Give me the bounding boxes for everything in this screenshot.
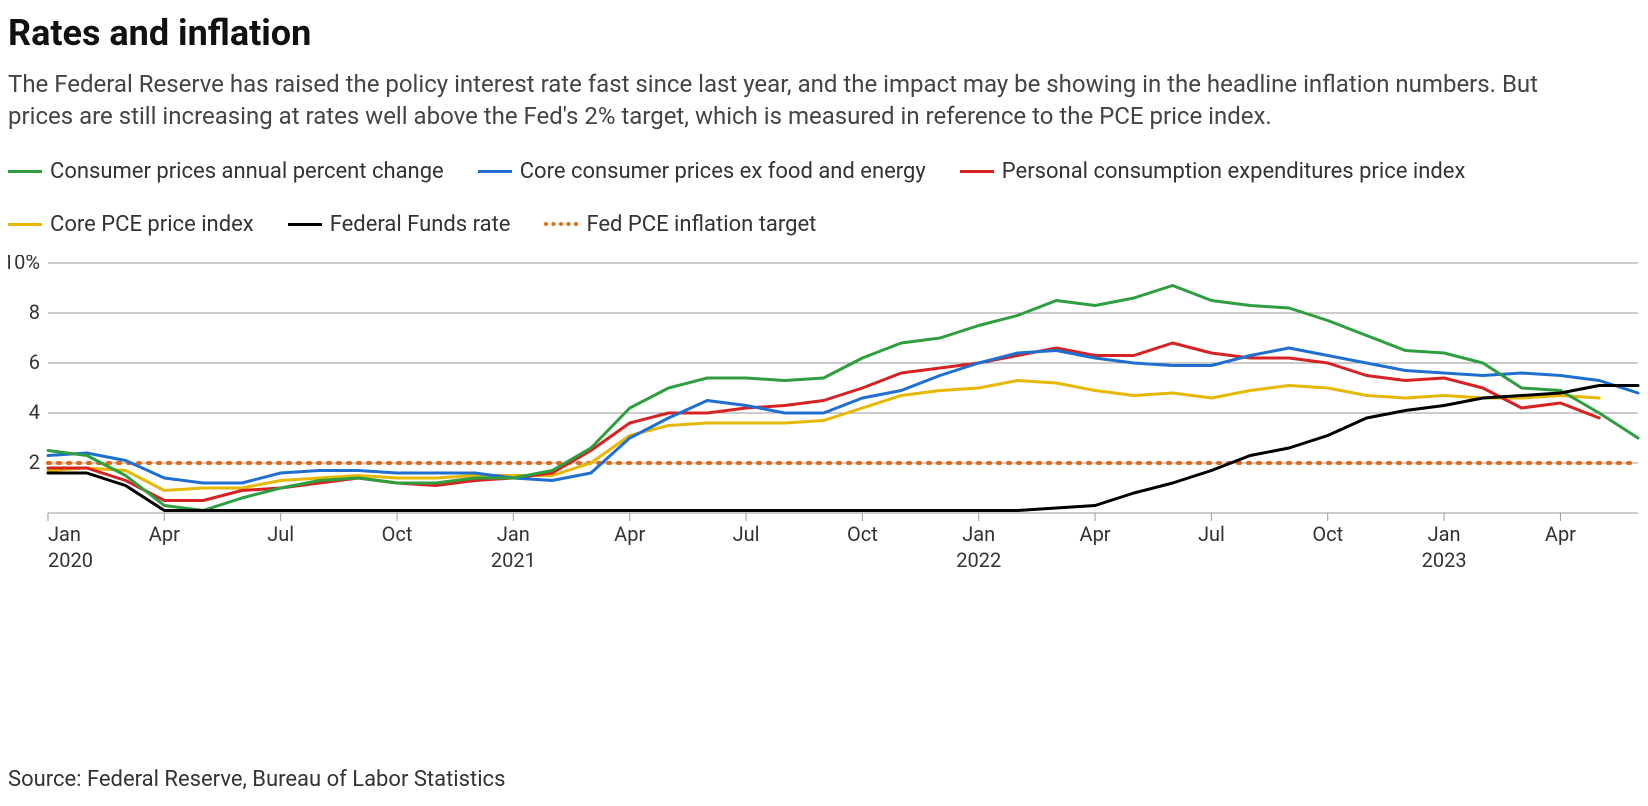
x-tick-month: Jan [497,522,530,546]
x-tick-month: Oct [1312,522,1343,546]
chart-title: Rates and inflation [8,12,1640,54]
y-tick-label: 6 [29,350,40,374]
legend-label: Personal consumption expenditures price … [1002,159,1466,184]
x-tick-month: Oct [847,522,878,546]
legend-item-cpi: Consumer prices annual percent change [8,159,444,184]
x-tick-month: Apr [149,522,180,546]
x-tick-year: 2020 [48,548,93,572]
legend-label: Fed PCE inflation target [586,212,816,237]
legend-item-pce: Personal consumption expenditures price … [960,159,1466,184]
legend-swatch [288,223,322,226]
source-attribution: Source: Federal Reserve, Bureau of Labor… [8,767,505,792]
x-tick-month: Jan [48,522,81,546]
legend-item-ffr: Federal Funds rate [288,212,511,237]
legend-swatch [544,222,578,226]
x-tick-month: Jul [733,522,760,546]
y-tick-label: 10% [8,255,40,274]
x-tick-year: 2021 [491,548,536,572]
x-tick-month: Apr [614,522,645,546]
chart-svg: 2 4 6 8 10% Jan Apr Jul Oct Jan Apr Jul Oct Jan Apr Jul… [8,255,1640,635]
legend-item-core_cpi: Core consumer prices ex food and energy [478,159,926,184]
legend-item-target: Fed PCE inflation target [544,212,816,237]
legend-label: Federal Funds rate [330,212,511,237]
legend-swatch [8,223,42,226]
legend-label: Core PCE price index [50,212,254,237]
legend: Consumer prices annual percent change Cor… [8,159,1608,237]
legend-label: Consumer prices annual percent change [50,159,444,184]
x-tick-year: 2022 [956,548,1001,572]
x-tick-month: Apr [1545,522,1576,546]
line-chart: 2 4 6 8 10% Jan Apr Jul Oct Jan Apr Jul Oct Jan Apr Jul… [8,255,1640,635]
legend-swatch [960,170,994,173]
chart-subtitle: The Federal Reserve has raised the polic… [8,68,1608,133]
legend-swatch [478,170,512,173]
y-tick-label: 8 [29,300,40,324]
legend-swatch [8,170,42,173]
x-tick-month: Oct [382,522,413,546]
legend-item-core_pce: Core PCE price index [8,212,254,237]
x-tick-month: Apr [1080,522,1111,546]
x-tick-year: 2023 [1422,548,1467,572]
figure-container: Rates and inflation The Federal Reserve … [0,0,1648,806]
y-tick-label: 2 [29,450,40,474]
x-tick-month: Jul [267,522,294,546]
x-tick-month: Jan [1428,522,1461,546]
legend-label: Core consumer prices ex food and energy [520,159,926,184]
x-tick-month: Jan [962,522,995,546]
x-tick-month: Jul [1198,522,1225,546]
y-tick-label: 4 [29,400,40,424]
